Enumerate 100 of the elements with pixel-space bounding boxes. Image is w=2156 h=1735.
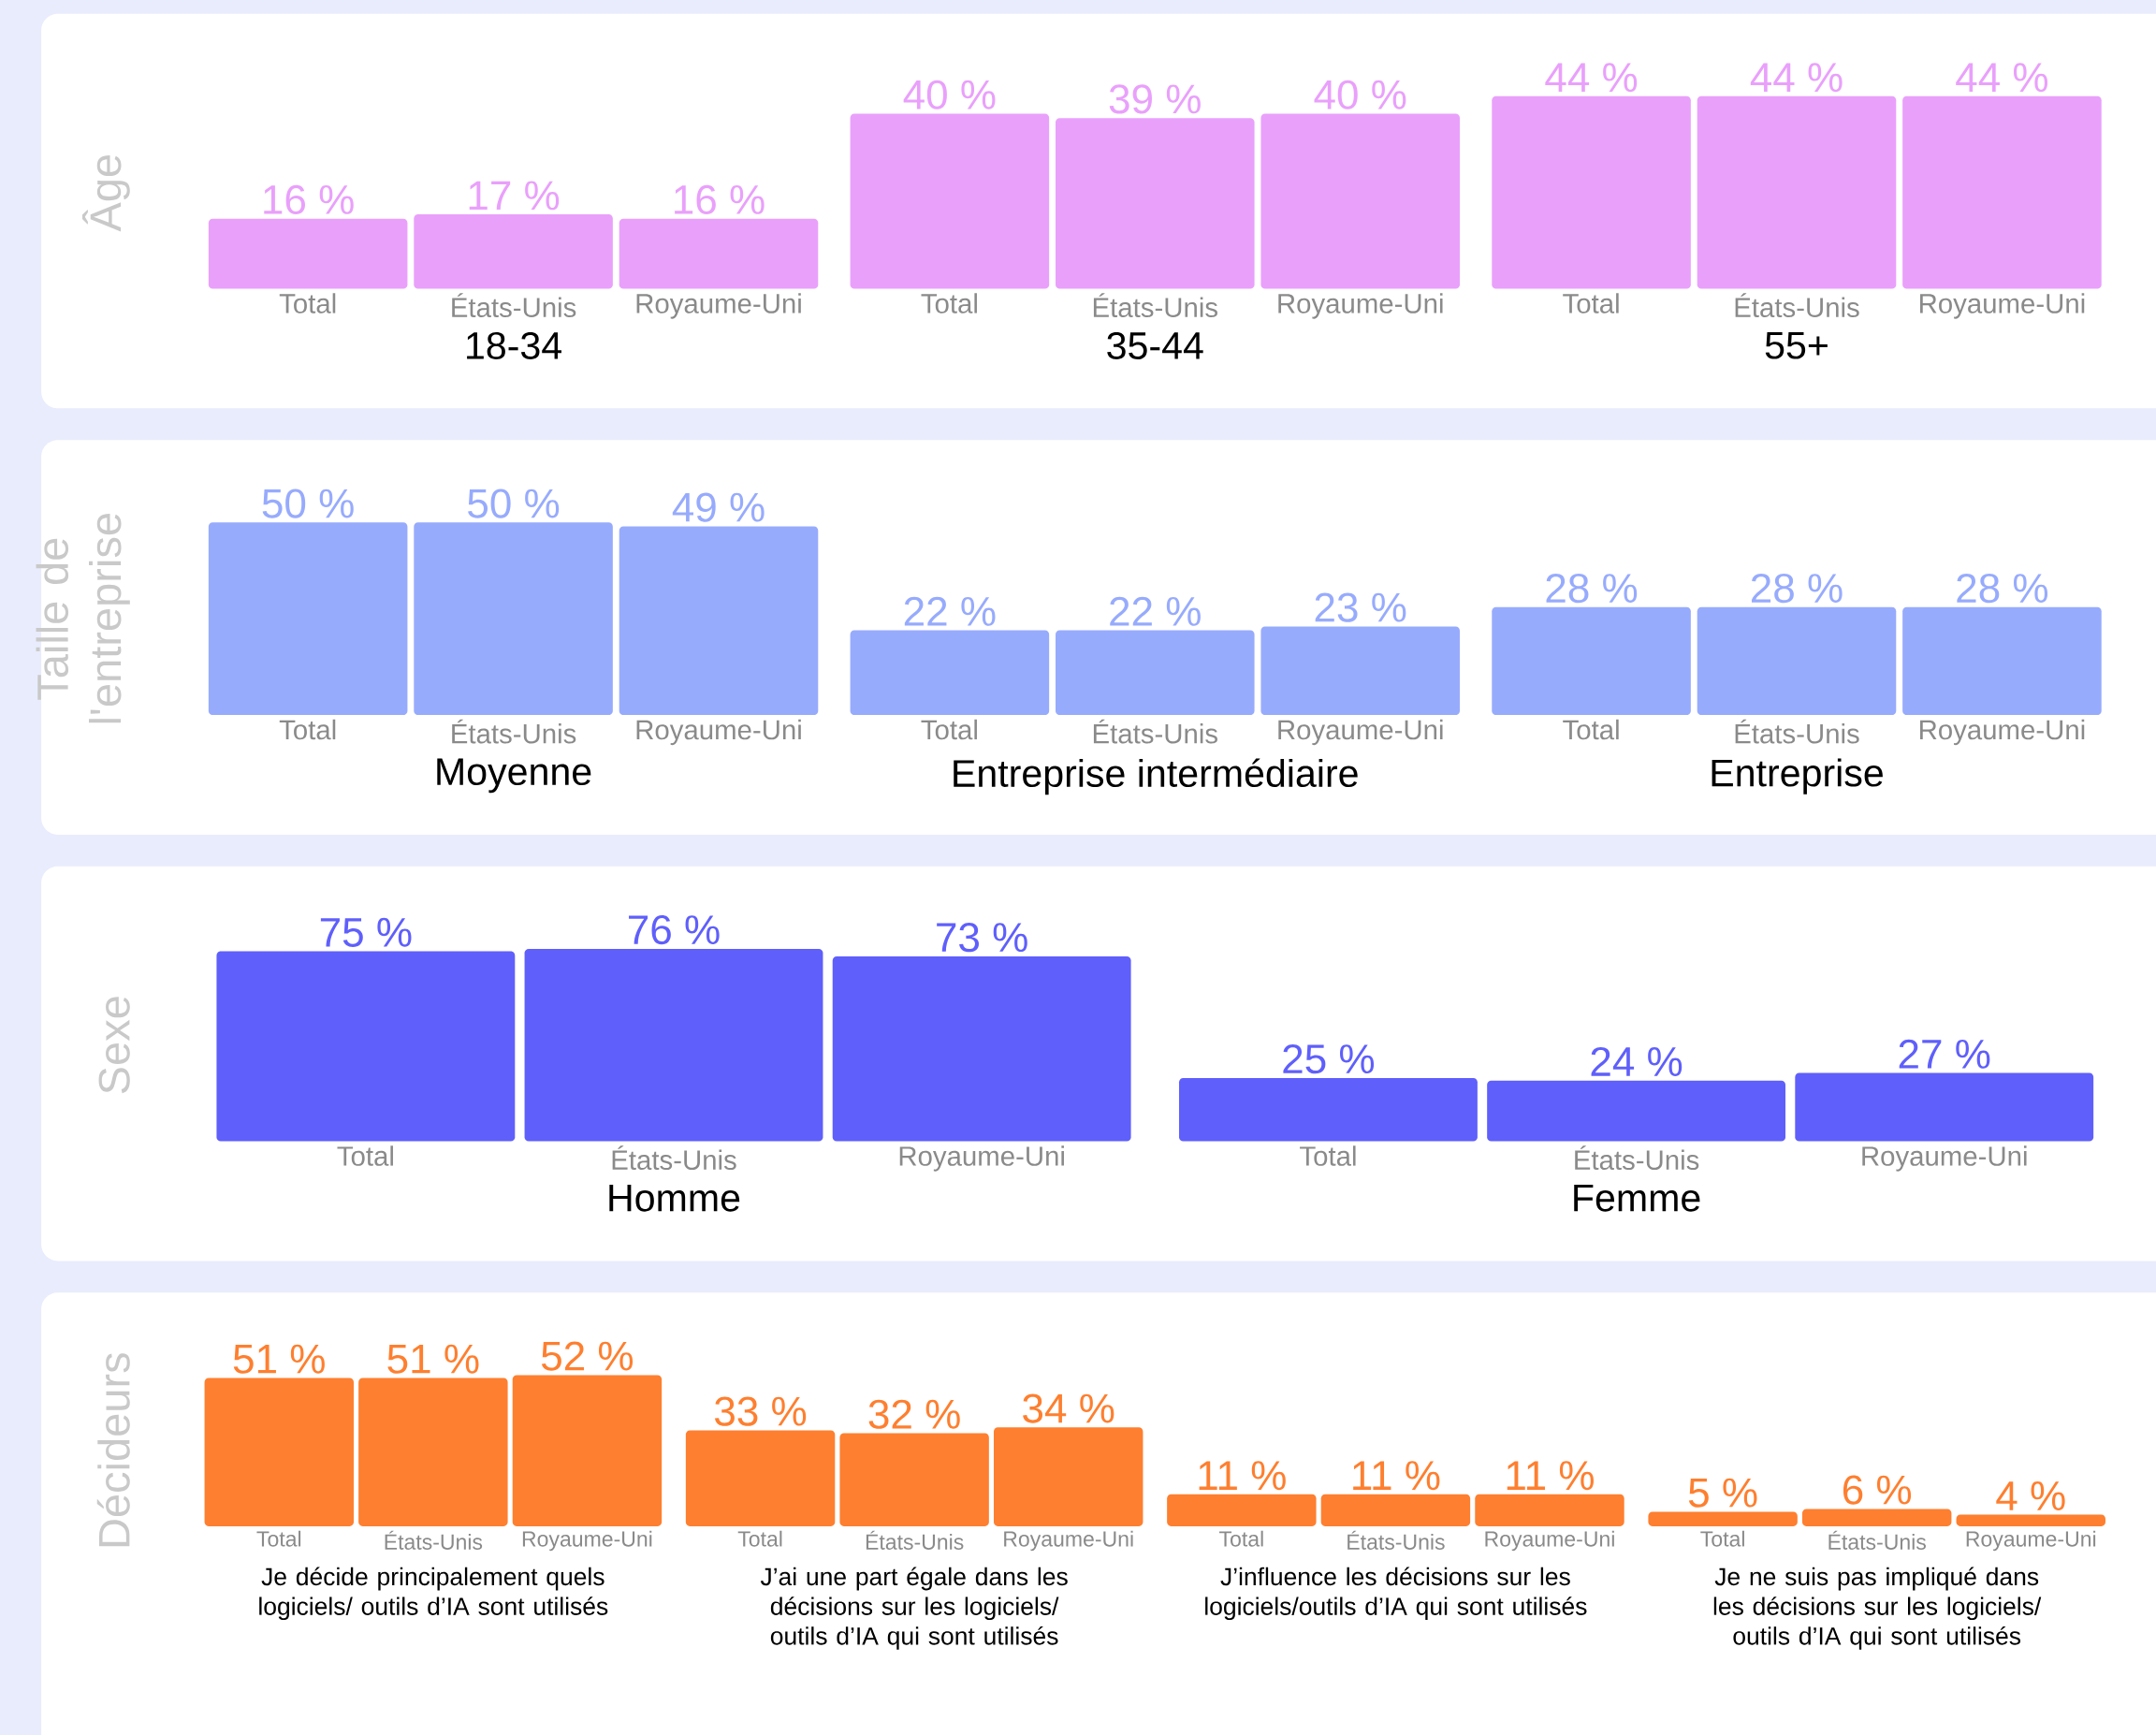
bar: [358, 1378, 508, 1526]
text: Total: [1300, 1145, 1356, 1166]
text: États-Unis: [1735, 293, 1859, 317]
text: États-Unis: [1575, 1145, 1699, 1170]
text: Total: [1219, 1530, 1263, 1547]
text: États-Unis: [1828, 1530, 1926, 1550]
data-label: 52 %: [541, 1341, 634, 1371]
bar: [1475, 1494, 1624, 1526]
data-label: 49 %: [672, 492, 765, 522]
bar: [524, 948, 823, 1142]
bar: [208, 522, 408, 715]
data-label: 39 %: [1109, 84, 1201, 114]
bar: [1648, 1511, 1798, 1526]
data-label: 16 %: [264, 184, 354, 214]
x-tick-label: 18-34: [467, 331, 561, 359]
series-label: Royaume-Uni: [636, 719, 801, 745]
text: États-Unis: [866, 1530, 964, 1550]
text: Total: [1563, 293, 1619, 313]
bar: [204, 1378, 354, 1526]
x-tick-label: 55+: [1765, 331, 1828, 359]
data-label: 5 %: [1688, 1478, 1757, 1508]
series-label: Total: [279, 293, 336, 313]
x-tick-label: Je ne suis pas impliqué dans les décisions sur les logiciels/ outils d’IA qui sont utilisés: [1713, 1567, 2042, 1650]
data-label: 22 %: [904, 596, 996, 626]
data-label: 44 %: [1545, 63, 1638, 92]
text: Royaume-Uni: [1485, 1530, 1614, 1552]
text: États-Unis: [1348, 1530, 1445, 1550]
text: États-Unis: [1735, 719, 1859, 744]
bar: [1260, 113, 1460, 289]
data-label: 75 %: [320, 917, 412, 947]
text: Royaume-Uni: [1966, 1530, 2096, 1552]
data-label: 28 %: [1546, 573, 1638, 603]
data-label: 11 %: [1507, 1461, 1594, 1490]
text: Total: [1700, 1530, 1744, 1547]
text: Royaume-Uni: [1278, 719, 1443, 745]
bar: [993, 1427, 1144, 1526]
series-label: Royaume-Uni: [522, 1530, 652, 1552]
data-label: 32 %: [868, 1399, 960, 1429]
data-label: 27 %: [1899, 1039, 1990, 1069]
x-tick-label: J’ai une part égale dans les décisions sur les logiciels/ outils d’IA qui sont utilisés: [760, 1567, 1068, 1650]
series-label: États-Unis: [612, 1145, 736, 1170]
text: Total: [921, 293, 977, 313]
series-label: Total: [256, 1530, 301, 1547]
text: Total: [921, 719, 977, 740]
data-label: 40 %: [1314, 80, 1406, 109]
bar: [208, 218, 408, 289]
data-label: 16 %: [675, 184, 765, 214]
bar: [1902, 606, 2102, 715]
bar: [414, 522, 613, 715]
bar: [512, 1375, 663, 1526]
x-tick-label: J’influence les décisions sur les logiciels/outils d’IA qui sont utilisés: [1205, 1567, 1587, 1620]
bar: [1492, 606, 1691, 715]
bar: [1956, 1514, 2105, 1526]
bar: [619, 526, 819, 715]
text: Royaume-Uni: [1920, 719, 2085, 745]
series-label: États-Unis: [452, 719, 576, 744]
bar: [850, 630, 1050, 715]
text: Total: [1563, 719, 1619, 740]
x-tick-label: 35-44: [1107, 331, 1203, 359]
data-label: 44 %: [1750, 63, 1843, 92]
data-label: 28 %: [1751, 573, 1843, 603]
x-tick-label: Je décide principalement quels logiciels/ outils d’IA sont utilisés: [259, 1567, 608, 1620]
text: Royaume-Uni: [1862, 1145, 2027, 1172]
data-label: 34 %: [1023, 1393, 1114, 1423]
bar: [832, 955, 1131, 1142]
x-tick-label: Homme: [609, 1184, 740, 1212]
data-label: 28 %: [1957, 573, 2048, 603]
data-label: 11 %: [1199, 1461, 1286, 1490]
bar: [1260, 626, 1460, 715]
series-label: États-Unis: [385, 1530, 483, 1550]
data-label: 33 %: [715, 1396, 807, 1426]
series-label: Royaume-Uni: [899, 1145, 1064, 1172]
data-label: 50 %: [468, 488, 560, 518]
data-label: 22 %: [1110, 596, 1201, 626]
data-label: 17 %: [469, 181, 560, 211]
data-label: 6 %: [1843, 1475, 1912, 1505]
bar: [1697, 95, 1897, 289]
data-label: 11 %: [1353, 1461, 1440, 1490]
data-label: 44 %: [1956, 63, 2048, 92]
data-label: 24 %: [1591, 1046, 1683, 1076]
bar: [850, 113, 1050, 289]
data-label: 40 %: [903, 80, 996, 109]
data-label: 73 %: [937, 922, 1027, 953]
series-label: Total: [337, 1145, 393, 1166]
bar: [1179, 1077, 1478, 1142]
text: Total: [737, 1530, 782, 1547]
bar: [1056, 118, 1255, 289]
bar: [1801, 1509, 1952, 1526]
bar: [216, 951, 516, 1142]
data-label: 4 %: [1996, 1480, 2065, 1510]
bar: [1167, 1494, 1317, 1526]
text: Royaume-Uni: [1004, 1530, 1133, 1552]
bar: [1795, 1072, 2094, 1142]
x-tick-label: Entreprise intermédiaire: [954, 758, 1358, 795]
data-label: 51 %: [387, 1344, 479, 1374]
bar: [1492, 95, 1691, 289]
x-tick-label: Entreprise: [1712, 758, 1883, 795]
bar: [1056, 630, 1255, 715]
text: États-Unis: [1093, 293, 1217, 317]
x-tick-label: Femme: [1574, 1184, 1700, 1212]
